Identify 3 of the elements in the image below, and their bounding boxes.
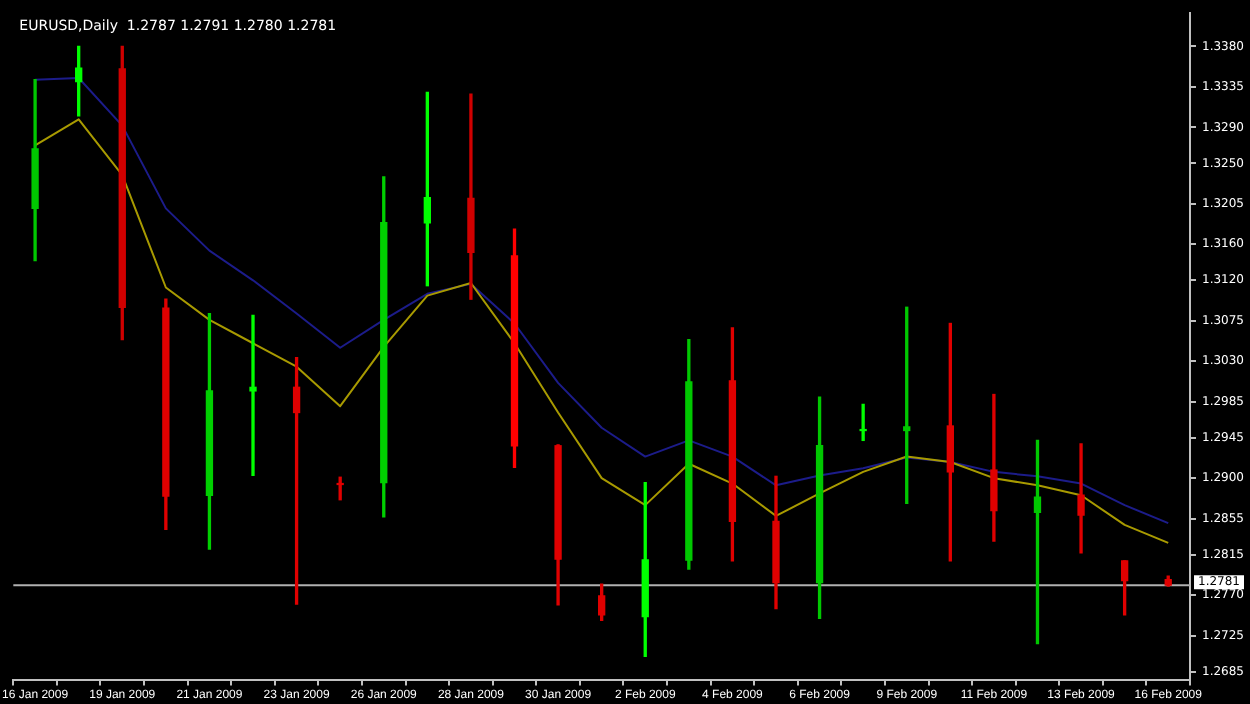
candlestick [249,314,257,477]
candlestick [859,403,867,442]
candlestick [1077,443,1085,554]
